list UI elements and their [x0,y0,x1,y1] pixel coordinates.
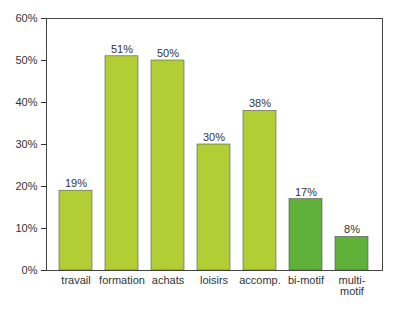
svg-text:19%: 19% [65,177,87,189]
svg-text:multi-motif: multi-motif [339,274,366,297]
svg-text:51%: 51% [111,43,133,55]
svg-text:17%: 17% [295,186,317,198]
svg-text:38%: 38% [249,97,271,109]
svg-text:loisirs: loisirs [200,274,229,286]
svg-text:50%: 50% [15,54,37,66]
svg-text:travail: travail [61,274,90,286]
svg-text:30%: 30% [203,131,225,143]
svg-text:0%: 0% [22,264,38,276]
svg-text:50%: 50% [157,47,179,59]
svg-text:formation: formation [99,274,145,286]
svg-text:60%: 60% [15,12,37,24]
svg-text:40%: 40% [15,96,37,108]
svg-text:8%: 8% [344,223,360,235]
svg-text:accomp.: accomp. [239,274,281,286]
svg-text:30%: 30% [15,138,37,150]
svg-text:20%: 20% [15,180,37,192]
svg-text:achats: achats [152,274,185,286]
svg-text:10%: 10% [15,222,37,234]
svg-text:bi-motif: bi-motif [288,274,325,286]
